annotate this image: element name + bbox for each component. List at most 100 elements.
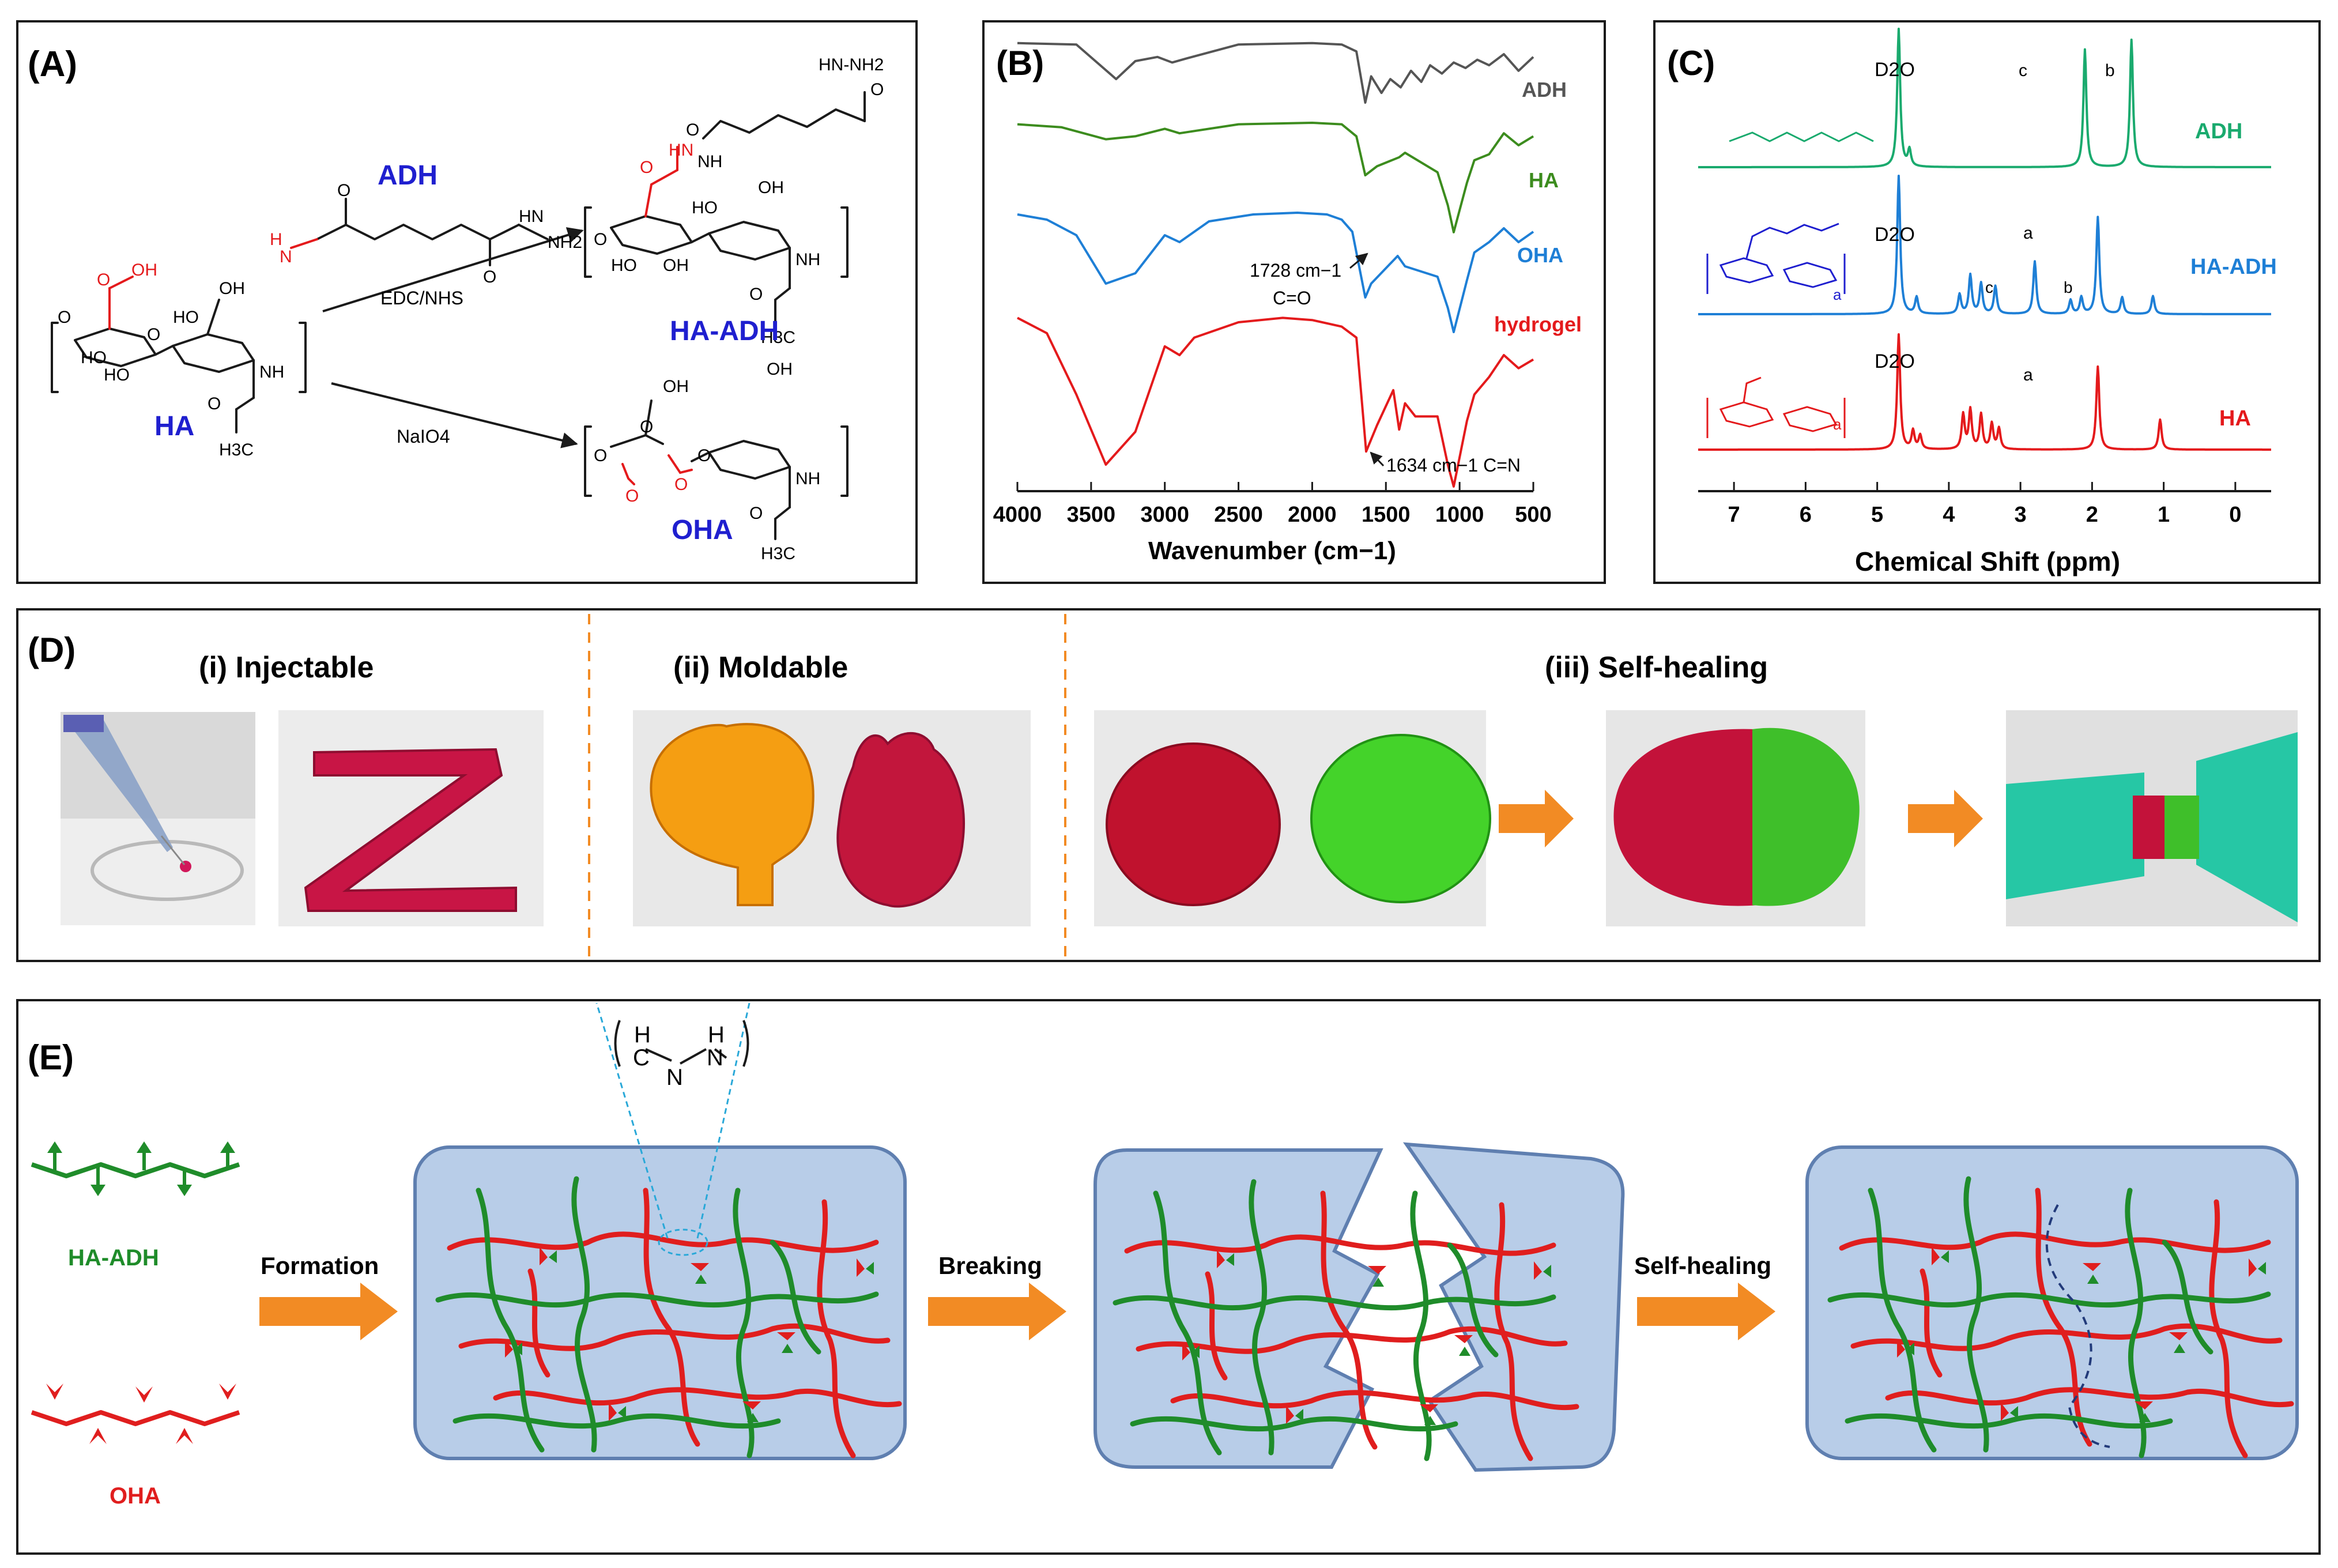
ftir-x-title: Wavenumber (cm−1) [1148,537,1396,565]
ftir-tick-label: 3500 [1067,503,1116,527]
nmr-x-ticks: 7 6 5 4 3 2 1 0 [1728,482,2241,527]
atom-o: O [674,475,688,494]
hydrazide-group [1906,1343,1914,1355]
ha-adh-strand [1845,1413,2173,1429]
hydrazide-group [1226,1253,1234,1266]
hydrazide-group [618,1406,626,1419]
arrow-heal-2 [1908,790,1983,847]
ha-adh-strand [1249,1179,1274,1456]
oha-strand [2209,1199,2248,1458]
atom-o: O [594,230,607,249]
nmr-series-adh [1698,28,2272,168]
ftir-x-ticks: 4000 3500 3000 2500 2000 1500 1000 500 [993,482,1552,527]
oha-strand [1920,1268,1943,1378]
hydrazide-group [1543,1265,1551,1277]
ha-adh-strand [2162,1239,2213,1355]
aldehyde-group [1286,1405,1294,1424]
ftir-tick-label: 1500 [1362,503,1411,527]
atom-o: O [640,417,653,436]
aldehyde-group [2083,1263,2101,1271]
nmr-peak-b-adh: b [2105,61,2115,80]
panel-d: (D) (i) Injectable (ii) Moldable (iii) S… [16,608,2321,962]
oha-strand [1170,1390,1579,1411]
hydrazone-callout: H C N H N [595,1002,751,1256]
panel-c: (C) 7 6 5 4 3 2 1 0 ADH HA-ADH HA Chemical Shift … [1653,20,2321,584]
aldehyde-group [2001,1403,2009,1421]
atom-h3c: H3C [761,544,795,563]
reagent-conditions: EDC/NHS [380,288,463,308]
panel-b-label: (B) [996,44,1044,82]
oha-strand [643,1188,700,1447]
ftir-series-label: hydrogel [1494,312,1582,336]
ftir-annotation-1728: 1728 cm−1 [1250,260,1341,281]
ha-adh-structure: HN-NH2 O O HN O NH OH HO O HO OH NH O H3… [584,55,884,347]
oha-structure: OH O OH O O O O NH O H3C OHA [584,360,849,563]
ftir-arrow-1728 [1349,252,1368,269]
atom-ho: HO [692,198,718,217]
hydrazone-h2: H [708,1022,725,1047]
atom-o: O [697,446,711,465]
hydrazone-n: N [666,1065,683,1090]
photo-stretched-gel [2006,710,2298,926]
hydrazide-group [747,1413,759,1422]
ftir-series-label: HA [1529,168,1559,192]
ha-adh-strand [571,1176,597,1453]
atom-o: O [337,181,350,200]
atom-ho: HO [81,348,107,367]
oha-strand [1494,1202,1533,1461]
atom-o: O [625,487,639,506]
hydrazide-group [2139,1413,2151,1422]
hydrazide-group [695,1275,707,1284]
atom-nh: NH [795,469,820,488]
hydrazide-group [1941,1250,1949,1263]
atom-h3c: H3C [761,328,795,347]
aldehyde-group [1182,1342,1190,1360]
gel-healed [1805,1145,2299,1460]
ftir-legend-group: ADH HA OHA hydrogel [1494,78,1582,336]
ftir-series-ha [1017,122,1534,233]
nmr-series-ha [1698,333,2272,451]
nmr-ha-adh-structure-sketch [1706,223,1846,294]
aldehyde-group [2135,1401,2153,1409]
ftir-arrow-1634 [1370,451,1385,467]
section-self-healing-title: (iii) Self-healing [1545,651,1768,684]
nmr-tick-label: 4 [1943,503,1955,527]
legend-oha-chain [31,1384,240,1444]
nmr-adh-structure-sketch [1729,131,1874,142]
atom-ho: HO [173,308,199,327]
aldehyde-group [1534,1261,1542,1280]
aldehyde-group [1420,1404,1438,1412]
ha-adh-strand [1827,1291,2271,1308]
panel-a-frame [16,20,918,584]
photo-joined-discs [1606,710,1865,926]
oha-name: OHA [672,515,733,545]
ha-adh-strand [1130,1416,1458,1432]
atom-o: O [147,325,160,344]
oha-strand [1320,1190,1378,1450]
atom-o: O [749,504,763,523]
atom-h: H [270,230,282,249]
ha-name: HA [154,411,194,442]
hydrazone-c: C [633,1045,650,1071]
ha-adh-strand [1153,1190,1222,1456]
ftir-annotation-co: C=O [1273,288,1311,308]
nmr-tick-label: 5 [1871,503,1883,527]
nmr-ha-sketch-peak-a: a [1833,416,1842,433]
oha-strand [527,1268,550,1378]
ha-adh-strand [770,1239,821,1355]
hydrazone-n2: N [707,1045,723,1071]
oha-strand [1839,1231,2271,1253]
ha-structure: OH O OH HO HO HO O NH O H3C O HA [51,261,307,459]
nmr-tick-label: 7 [1728,503,1740,527]
nmr-tick-label: 0 [2229,503,2241,527]
panel-c-frame [1653,20,2321,584]
reaction-arrow-naio4 [331,382,578,448]
atom-nh2: NH2 [548,233,582,252]
panel-b: (B) 4000 3500 3000 2500 2000 1500 1000 500 ADH H… [982,20,1606,584]
atom-oh: OH [663,377,689,396]
arrow-breaking [928,1283,1066,1340]
oha-strand [447,1231,879,1253]
ftir-tick-label: 4000 [993,503,1042,527]
aldehyde-group [1897,1339,1905,1358]
